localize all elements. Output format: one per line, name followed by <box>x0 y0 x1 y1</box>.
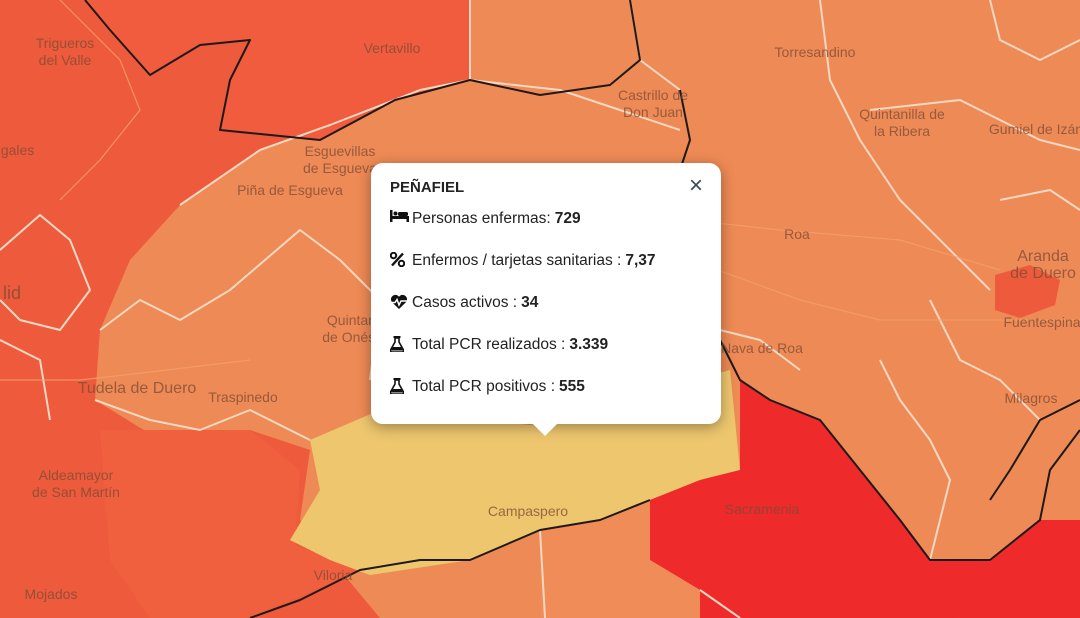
region-viloria[interactable] <box>100 430 360 618</box>
stat-row: Total PCR positivos : 555 <box>390 378 701 420</box>
stat-label: Total PCR positivos : <box>412 378 555 395</box>
stat-value: 729 <box>554 210 581 227</box>
heartbeat-icon <box>390 294 410 310</box>
province-border-south <box>249 499 651 618</box>
town-label: Aldeamayor de San Martín <box>32 467 120 500</box>
town-label: Gumiel de Izán <box>989 121 1080 137</box>
flask-icon <box>390 378 410 394</box>
popup-title: PEÑAFIEL <box>390 179 465 196</box>
percent-icon <box>390 252 410 267</box>
province-border-east <box>989 399 1080 501</box>
town-label: Torresandino <box>775 44 856 60</box>
town-label: Roa <box>784 226 810 242</box>
town-label: lid <box>3 283 21 303</box>
town-label: Esguevillas de Esgueva <box>303 143 377 176</box>
town-label: Castrillo de Don Juan <box>618 87 688 120</box>
town-label: Quintanilla de la Ribera <box>859 106 945 139</box>
town-label: Nava de Roa <box>721 340 803 356</box>
stat-value: 7,37 <box>625 252 656 269</box>
town-label: Piña de Esgueva <box>237 182 343 198</box>
stat-row: Enfermos / tarjetas sanitarias : 7,37 <box>390 252 701 294</box>
town-label: igales <box>0 142 34 158</box>
town-label: Milagros <box>1005 390 1058 406</box>
province-border-east-south <box>719 339 1080 561</box>
stat-row: Casos activos : 34 <box>390 294 701 336</box>
province-border-north <box>84 0 641 141</box>
town-label: Sacramenia <box>725 501 800 517</box>
close-icon[interactable]: × <box>688 172 703 199</box>
town-label: Trigueros del Valle <box>36 35 95 68</box>
town-label: Tudela de Duero <box>78 380 197 397</box>
town-label: Vertavillo <box>364 40 421 56</box>
stat-value: 3.339 <box>569 336 609 353</box>
town-label: Aranda de Duero <box>1010 248 1076 282</box>
stat-label: Enfermos / tarjetas sanitarias : <box>412 252 622 269</box>
bed-icon <box>390 210 410 222</box>
region-aranda[interactable] <box>995 265 1060 318</box>
stat-label: Personas enfermas: <box>412 210 551 227</box>
town-label: Mojados <box>25 586 78 602</box>
info-popup: × PEÑAFIEL Personas enfermas: 729 Enferm… <box>371 163 721 436</box>
stat-value: 34 <box>521 294 539 311</box>
province-border-east-north <box>679 89 691 171</box>
town-label: Fuentespina <box>1003 314 1080 330</box>
town-labels: Trigueros del Valle Vertavillo Torresandi… <box>0 35 1080 602</box>
stat-row: Total PCR realizados : 3.339 <box>390 336 701 378</box>
flask-icon <box>390 336 410 352</box>
stat-value: 555 <box>559 378 585 395</box>
region-vertavillo[interactable] <box>85 0 470 140</box>
town-label: Viloria <box>314 567 353 583</box>
region-east-red[interactable] <box>920 520 1080 618</box>
stat-label: Total PCR realizados : <box>412 336 566 353</box>
town-label: Traspinedo <box>208 389 278 405</box>
stat-row: Personas enfermas: 729 <box>390 210 701 252</box>
region-sacramenia[interactable] <box>650 380 960 618</box>
region-south[interactable] <box>540 500 700 618</box>
town-label: Campaspero <box>488 503 568 519</box>
stat-label: Casos activos : <box>412 294 518 311</box>
